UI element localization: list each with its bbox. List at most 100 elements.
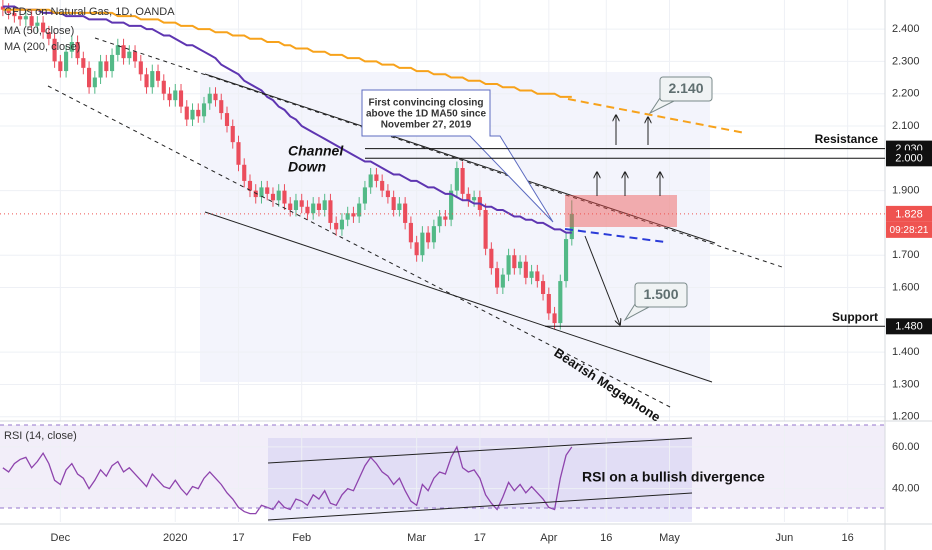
x-tick-label: 16 [600, 532, 612, 544]
candle-body [115, 45, 120, 55]
candle-body [276, 190, 281, 201]
candle-body [224, 113, 230, 126]
legend-entry: MA (50, close) [4, 25, 74, 37]
line [2, 8, 572, 98]
candle-body [282, 190, 287, 204]
resistance-label: Resistance [815, 132, 879, 146]
breakout-zone [565, 195, 677, 227]
rsi-band [0, 425, 885, 508]
y-tick-label: 1.200 [892, 411, 920, 423]
candle-body [391, 197, 396, 210]
x-tick-label: Feb [292, 532, 311, 544]
candle-body [18, 16, 23, 20]
x-tick-label: 16 [842, 532, 854, 544]
candle-body [207, 93, 212, 104]
y-tick-label: 2.300 [892, 55, 920, 67]
countdown: 09:28:21 [890, 225, 929, 236]
candle-body [368, 174, 373, 188]
candle-body [431, 226, 436, 243]
candle-body [150, 71, 155, 88]
candle-body [69, 42, 74, 52]
candle-body [403, 203, 408, 223]
candle-body [518, 261, 523, 269]
candle-body [109, 54, 115, 72]
y-tick-label: 1.700 [892, 249, 920, 261]
y-tick-label: 2.200 [892, 88, 920, 100]
x-tick-label: Jun [776, 532, 794, 544]
candle-body [437, 216, 442, 227]
candle-body [230, 126, 235, 143]
candle-body [523, 261, 528, 278]
candle-body [92, 77, 97, 88]
price-tag [886, 318, 932, 335]
price-tag [886, 150, 932, 167]
candle-body [426, 232, 431, 243]
callout-text: November 27, 2019 [381, 120, 472, 131]
channel-label: Channel [288, 143, 344, 159]
candle-body [449, 190, 454, 220]
candle-body [178, 90, 184, 107]
candle-body [81, 58, 86, 68]
candle-body [58, 61, 63, 72]
candle-body [155, 71, 161, 81]
candle-body [305, 206, 310, 214]
candle-body [270, 193, 276, 201]
target-box [634, 282, 688, 308]
target-box [659, 76, 713, 102]
candle-body [29, 16, 34, 26]
candle-body [132, 51, 138, 62]
price-tag-label: 1.828 [895, 208, 923, 220]
candle-body [489, 248, 494, 269]
rsi-annotation: RSI on a bullish divergence [582, 469, 765, 485]
candle-body [121, 45, 126, 59]
candle-body [328, 200, 333, 223]
ma200-projection [567, 98, 746, 134]
candle-body [41, 22, 46, 33]
line [2, 445, 573, 515]
callout-text: above the 1D MA50 since [366, 109, 486, 120]
x-tick-label: May [659, 532, 680, 544]
candle-body [196, 109, 201, 117]
candle-body [472, 197, 477, 201]
candle-body [374, 174, 379, 181]
candle-body [380, 180, 385, 191]
target-label: 1.500 [643, 286, 678, 302]
candle-body [408, 222, 413, 243]
candle-body [0, 6, 5, 10]
candle-body [161, 80, 166, 94]
candle-body [339, 219, 345, 230]
candle-body [466, 193, 471, 201]
candle-body [104, 61, 109, 72]
candle-body [316, 203, 322, 210]
candle-body [144, 74, 149, 88]
candle-body [454, 168, 459, 191]
candle-body [414, 242, 419, 256]
target-label: 2.140 [668, 80, 703, 96]
candle-body [6, 9, 11, 13]
candle-body [546, 294, 551, 314]
line [2, 5, 572, 234]
candle-body [552, 313, 557, 324]
candle-body [512, 255, 517, 269]
candle-body [219, 100, 224, 114]
plot-layer [0, 0, 574, 515]
candle-body [345, 213, 350, 220]
countdown-box [886, 221, 932, 238]
candle-body [334, 222, 339, 230]
y-tick-label: 40.00 [892, 483, 920, 495]
candle-body [529, 271, 534, 278]
candle-body [167, 93, 172, 101]
x-tick-label: 17 [474, 532, 486, 544]
candle-body [385, 190, 390, 198]
x-tick-label: Apr [540, 532, 557, 544]
rsi-channel-line [267, 492, 693, 521]
rsi-title: RSI (14, close) [4, 430, 77, 442]
candle-body [173, 90, 178, 101]
support-label: Support [832, 310, 878, 324]
y-tick-label: 2.100 [892, 120, 920, 132]
megaphone-line [94, 37, 786, 269]
candle-body [420, 232, 425, 256]
y-tick-label: 1.400 [892, 346, 920, 358]
